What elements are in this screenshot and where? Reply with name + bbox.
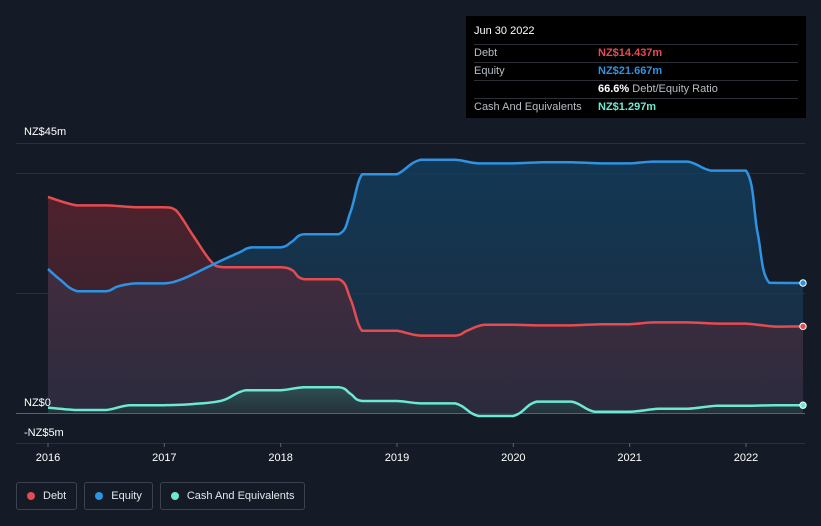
tooltip-row-cash: Cash And Equivalents NZ$1.297m	[474, 98, 798, 116]
tooltip-ratio-value: 66.6%	[598, 83, 630, 95]
data-tooltip: Jun 30 2022 Debt NZ$14.437m Equity NZ$21…	[466, 16, 806, 118]
legend-dot-equity-icon	[95, 492, 104, 500]
legend-item-equity[interactable]: Equity	[84, 482, 153, 510]
tooltip-cash-value: NZ$1.297m	[598, 101, 657, 113]
tooltip-row-equity: Equity NZ$21.667m	[474, 62, 798, 80]
debt-area	[48, 197, 803, 413]
tooltip-ratio-label	[474, 81, 598, 98]
x-tick-label: 2017	[152, 452, 176, 464]
tooltip-row-debt: Debt NZ$14.437m	[474, 44, 798, 62]
series-areas	[48, 159, 803, 416]
series-end-markers	[799, 279, 807, 409]
legend-dot-cash-icon	[170, 492, 179, 500]
legend-label-cash: Cash And Equivalents	[186, 490, 295, 502]
tooltip-cash-label: Cash And Equivalents	[474, 101, 582, 113]
x-tick-label: 2021	[617, 452, 641, 464]
x-tick-label: 2019	[385, 452, 409, 464]
series-lines	[47, 158, 804, 418]
tooltip-equity-value: NZ$21.667m	[598, 65, 663, 77]
tooltip-ratio-sub: Debt/Equity Ratio	[632, 83, 718, 95]
debt-end-marker	[799, 322, 807, 331]
legend-label-equity: Equity	[111, 490, 142, 502]
y-tick-label: NZ$0	[24, 397, 51, 409]
cash-line	[47, 385, 803, 418]
legend-dot-debt-icon	[27, 492, 35, 500]
x-axis-ticks: 2016 2017 2018 2019 2020 2021 2022	[36, 443, 758, 464]
tooltip-row-ratio: 66.6% Debt/Equity Ratio	[474, 80, 798, 98]
x-tick-label: 2022	[734, 452, 758, 464]
x-tick-label: 2020	[501, 452, 525, 464]
equity-end-marker	[799, 279, 807, 287]
equity-line	[47, 158, 804, 293]
legend-item-debt[interactable]: Debt	[16, 482, 78, 510]
debt-line	[47, 195, 804, 337]
legend-item-cash[interactable]: Cash And Equivalents	[159, 482, 306, 510]
cash-end-marker	[799, 401, 807, 409]
legend-label-debt: Debt	[43, 490, 67, 502]
chart-legend: Debt Equity Cash And Equivalents	[16, 482, 306, 510]
y-axis-ticks: NZ$45m NZ$0 -NZ$5m	[24, 126, 66, 439]
y-tick-label: -NZ$5m	[24, 427, 64, 439]
tooltip-debt-value: NZ$14.437m	[598, 47, 663, 59]
x-tick-label: 2018	[268, 452, 292, 464]
y-tick-label: NZ$45m	[24, 126, 66, 138]
x-tick-label: 2016	[36, 452, 60, 464]
tooltip-date: Jun 30 2022	[474, 25, 535, 37]
tooltip-debt-label: Debt	[474, 47, 498, 59]
tooltip-equity-label: Equity	[474, 65, 505, 77]
